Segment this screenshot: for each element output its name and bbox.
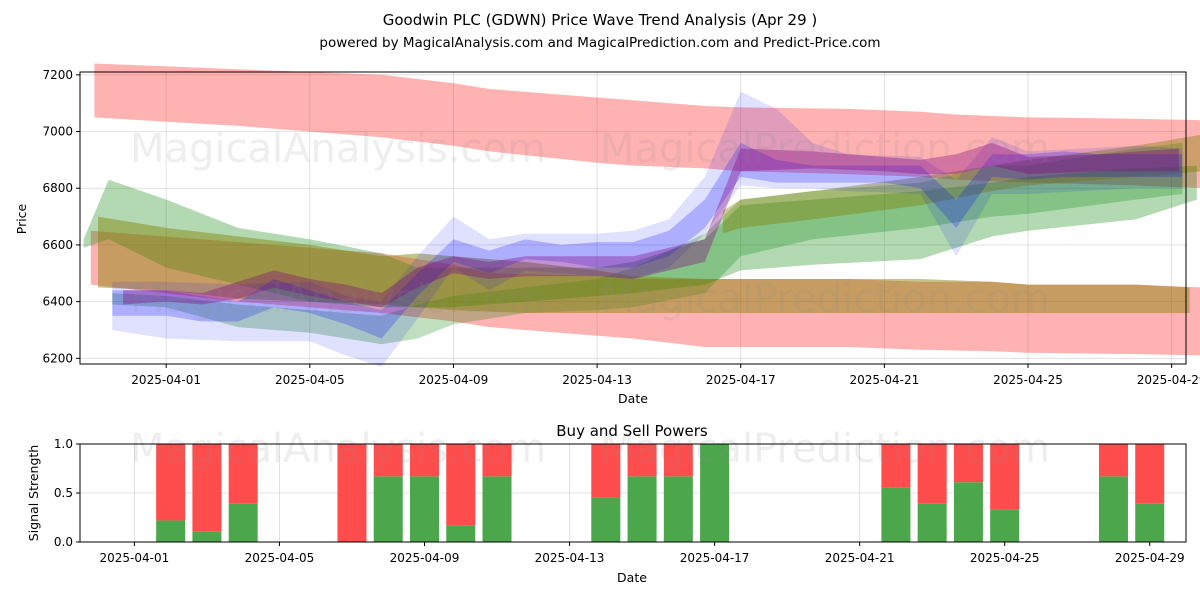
sell-bar	[482, 444, 512, 477]
price-y-tick-label: 6600	[42, 238, 73, 252]
chart-subtitle: powered by MagicalAnalysis.com and Magic…	[319, 35, 880, 51]
sell-bar	[373, 444, 403, 477]
signal-x-tick-label: 2025-04-01	[100, 551, 170, 565]
price-frame	[79, 71, 1187, 365]
signal-x-tick-label: 2025-04-05	[245, 551, 315, 565]
sell-bar	[1135, 444, 1165, 504]
price-x-tick-label: 2025-04-29	[1137, 373, 1200, 387]
signal-x-tick-label: 2025-04-25	[970, 551, 1040, 565]
sell-bar	[337, 444, 367, 542]
price-panel: MagicalAnalysis.com MagicalPrediction.co…	[14, 63, 1200, 406]
price-band-6	[112, 142, 1183, 339]
buy-bar	[663, 476, 693, 542]
sell-bar	[627, 444, 657, 477]
signal-x-tick-label: 2025-04-09	[390, 551, 460, 565]
buy-bar	[409, 476, 439, 542]
sell-bar	[663, 444, 693, 477]
price-band-7	[112, 91, 1183, 367]
watermark-bottom-left: MagicalAnalysis.com	[130, 426, 546, 472]
price-x-ticks: 2025-04-01 2025-04-05 2025-04-09 2025-04-13…	[131, 364, 1200, 387]
signal-x-tick-label: 2025-04-13	[535, 551, 605, 565]
price-x-tick-label: 2025-04-01	[131, 373, 201, 387]
price-band-3	[112, 142, 1183, 345]
price-x-tick-label: 2025-04-21	[849, 373, 919, 387]
buy-bar	[990, 509, 1020, 542]
signal-title: Buy and Sell Powers	[556, 422, 708, 440]
price-band-8	[123, 142, 1179, 308]
buy-bar	[917, 503, 947, 542]
watermark-top-right: MagicalPrediction.com	[600, 126, 1050, 172]
buy-bar	[228, 503, 258, 542]
signal-x-label: Date	[617, 570, 647, 585]
watermark-mid-left: MagicalAnalysis.com	[130, 276, 546, 322]
buy-bar	[156, 520, 186, 542]
price-x-label: Date	[618, 391, 648, 406]
price-y-tick-label: 6800	[42, 181, 73, 195]
buy-bar	[1135, 503, 1165, 542]
signal-y-label: Signal Strength	[26, 445, 41, 541]
buy-bar	[881, 487, 911, 542]
sell-bar	[953, 444, 983, 483]
signal-x-ticks: 2025-04-01 2025-04-05 2025-04-09 2025-04-13…	[100, 542, 1185, 565]
watermark-mid-right: MagicalPrediction.com	[600, 276, 1050, 322]
price-y-tick-label: 7000	[42, 125, 73, 139]
signal-y-tick-label: 0.5	[54, 486, 73, 500]
price-x-tick-label: 2025-04-17	[706, 373, 776, 387]
buy-bar	[1098, 476, 1128, 542]
sell-bar	[881, 444, 911, 488]
signal-y-tick-label: 1.0	[54, 437, 73, 451]
buy-bar	[446, 525, 476, 542]
buy-bar	[192, 531, 222, 542]
sell-bar	[917, 444, 947, 504]
price-x-tick-label: 2025-04-05	[275, 373, 345, 387]
buy-bar	[373, 476, 403, 542]
price-grid	[80, 72, 1186, 364]
price-band-4	[98, 216, 1190, 313]
sell-bar	[228, 444, 258, 504]
price-band-5	[722, 135, 1200, 234]
buy-bar	[627, 476, 657, 542]
sell-bar	[156, 444, 186, 521]
price-y-tick-label: 6200	[42, 351, 73, 365]
price-y-ticks: 6200 6400 6600 6800 7000 7200	[42, 68, 80, 365]
signal-x-tick-label: 2025-04-21	[825, 551, 895, 565]
sell-bar	[1098, 444, 1128, 477]
buy-bar	[700, 444, 730, 542]
price-band-0	[94, 63, 1200, 189]
sell-bar	[446, 444, 476, 526]
buy-bar	[953, 482, 983, 542]
watermark-top-left: MagicalAnalysis.com	[130, 126, 546, 172]
price-band-1	[90, 230, 1200, 356]
sell-bar	[990, 444, 1020, 510]
signal-x-tick-label: 2025-04-17	[680, 551, 750, 565]
price-y-tick-label: 7200	[42, 68, 73, 82]
price-y-label: Price	[14, 203, 29, 234]
signal-x-tick-label: 2025-04-29	[1115, 551, 1185, 565]
sell-bar	[591, 444, 621, 498]
buy-bar	[482, 476, 512, 542]
price-band-2	[83, 165, 1197, 308]
signal-panel: Buy and Sell Powers MagicalAnalysis.com …	[26, 422, 1187, 585]
sell-bar	[192, 444, 222, 532]
signal-bars	[156, 444, 1165, 542]
signal-y-ticks: 0.0 0.5 1.0	[54, 437, 80, 549]
sell-bar	[409, 444, 439, 477]
price-x-tick-label: 2025-04-25	[993, 373, 1063, 387]
price-y-tick-label: 6400	[42, 295, 73, 309]
chart-title: Goodwin PLC (GDWN) Price Wave Trend Anal…	[383, 11, 818, 29]
watermark-bottom-right: MagicalPrediction.com	[600, 426, 1050, 472]
price-bands	[83, 63, 1200, 367]
buy-bar	[591, 497, 621, 542]
signal-y-tick-label: 0.0	[54, 535, 73, 549]
price-x-tick-label: 2025-04-09	[419, 373, 489, 387]
price-x-tick-label: 2025-04-13	[562, 373, 632, 387]
